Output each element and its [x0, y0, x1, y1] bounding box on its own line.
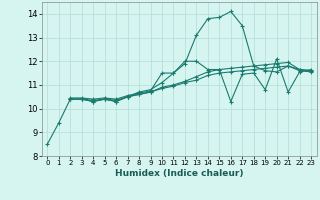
- X-axis label: Humidex (Indice chaleur): Humidex (Indice chaleur): [115, 169, 244, 178]
